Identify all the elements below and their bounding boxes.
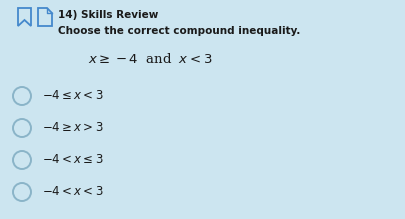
Text: $-4 \leq x < 3$: $-4 \leq x < 3$ [42,89,104,102]
Text: $-4 < x \leq 3$: $-4 < x \leq 3$ [42,153,104,166]
Text: 14) Skills Review: 14) Skills Review [58,10,158,20]
Text: $-4 < x < 3$: $-4 < x < 3$ [42,185,104,198]
Text: $-4 \geq x > 3$: $-4 \geq x > 3$ [42,121,104,134]
Text: $x \geq -4$  and  $x < 3$: $x \geq -4$ and $x < 3$ [88,52,212,66]
Text: Choose the correct compound inequality.: Choose the correct compound inequality. [58,26,301,36]
